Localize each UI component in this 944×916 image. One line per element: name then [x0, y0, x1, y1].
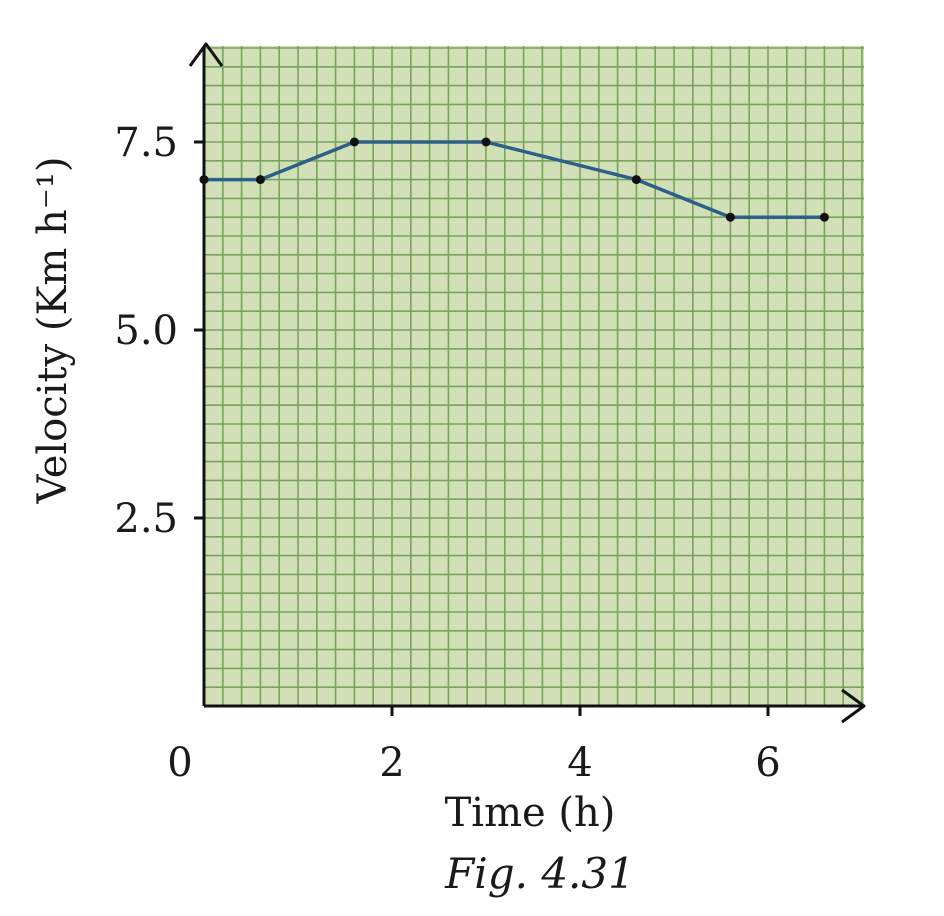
data-point — [199, 175, 209, 185]
figure-caption: Fig. 4.31 — [444, 849, 635, 898]
x-axis-arrow — [841, 688, 866, 724]
chart-grid — [203, 46, 864, 707]
data-point — [255, 175, 265, 185]
chart-tick-labels: 0 2 4 6 2.5 5.0 7.5 — [114, 120, 780, 786]
chart-series — [199, 137, 829, 222]
x-tick-label: 6 — [755, 740, 780, 786]
x-tick-label: 4 — [567, 740, 592, 786]
x-tick-label: 2 — [379, 740, 404, 786]
data-point — [819, 212, 829, 222]
y-axis-label: Velocity (Km h⁻¹) — [30, 157, 76, 505]
y-axis-arrow — [188, 42, 224, 67]
y-tick-label: 5.0 — [114, 308, 178, 354]
chart-axes — [188, 42, 866, 724]
data-point — [349, 137, 359, 147]
x-tick-label: 0 — [167, 740, 192, 786]
data-point — [481, 137, 491, 147]
x-axis-label: Time (h) — [445, 790, 616, 836]
y-tick-label: 2.5 — [114, 496, 178, 542]
data-point — [725, 212, 735, 222]
data-point — [631, 175, 641, 185]
y-tick-label: 7.5 — [114, 120, 178, 166]
grid-background — [204, 46, 864, 706]
